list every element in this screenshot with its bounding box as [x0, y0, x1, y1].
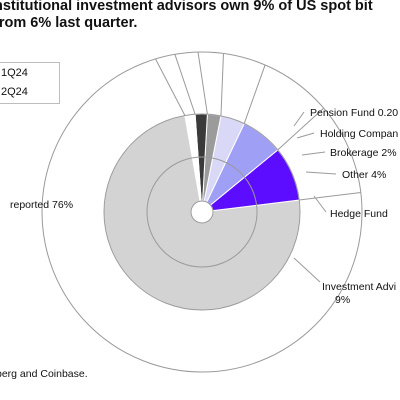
outer-ring-spoke [299, 192, 361, 201]
label-other: Other 4% [342, 169, 386, 181]
inner-ring-separator [146, 156, 258, 268]
outer-ring-spoke [220, 53, 224, 116]
leader-line [301, 151, 326, 156]
title-line-1: nstitutional investment advisors own 9% … [0, 0, 373, 14]
leader-line [293, 257, 321, 283]
outer-ring-spoke [197, 51, 208, 115]
ring-outline [103, 113, 301, 311]
legend-item-1q24: 1Q24 [1, 67, 28, 79]
outer-ring-spoke [277, 107, 325, 151]
label-pension-fund: Pension Fund 0.20 [310, 107, 398, 119]
label-not-reported: reported 76% [10, 199, 73, 211]
outer-ring-spoke [243, 64, 266, 124]
center-hole [190, 200, 214, 224]
label-hedge-fund: Hedge Fund [330, 208, 388, 220]
label-brokerage: Brokerage 2% [330, 147, 397, 159]
title-line-2: from 6% last quarter. [0, 15, 138, 31]
legend-item-2q24: 2Q24 [1, 86, 28, 98]
label-investment-advisor-value: 9% [335, 294, 350, 306]
leader-line [296, 132, 315, 139]
outer-ring-spoke [174, 54, 196, 115]
label-holding-company: Holding Compan [320, 128, 398, 140]
leader-line [305, 171, 337, 175]
leader-line [313, 195, 327, 213]
legend: 1Q24 2Q24 [0, 62, 60, 104]
chart-title: nstitutional investment advisors own 9% … [0, 0, 400, 32]
source-note: berg and Coinbase. [0, 368, 88, 380]
label-investment-advisor: Investment Advi [322, 281, 396, 293]
outer-ring-spoke [155, 58, 186, 116]
leader-line [293, 111, 305, 127]
